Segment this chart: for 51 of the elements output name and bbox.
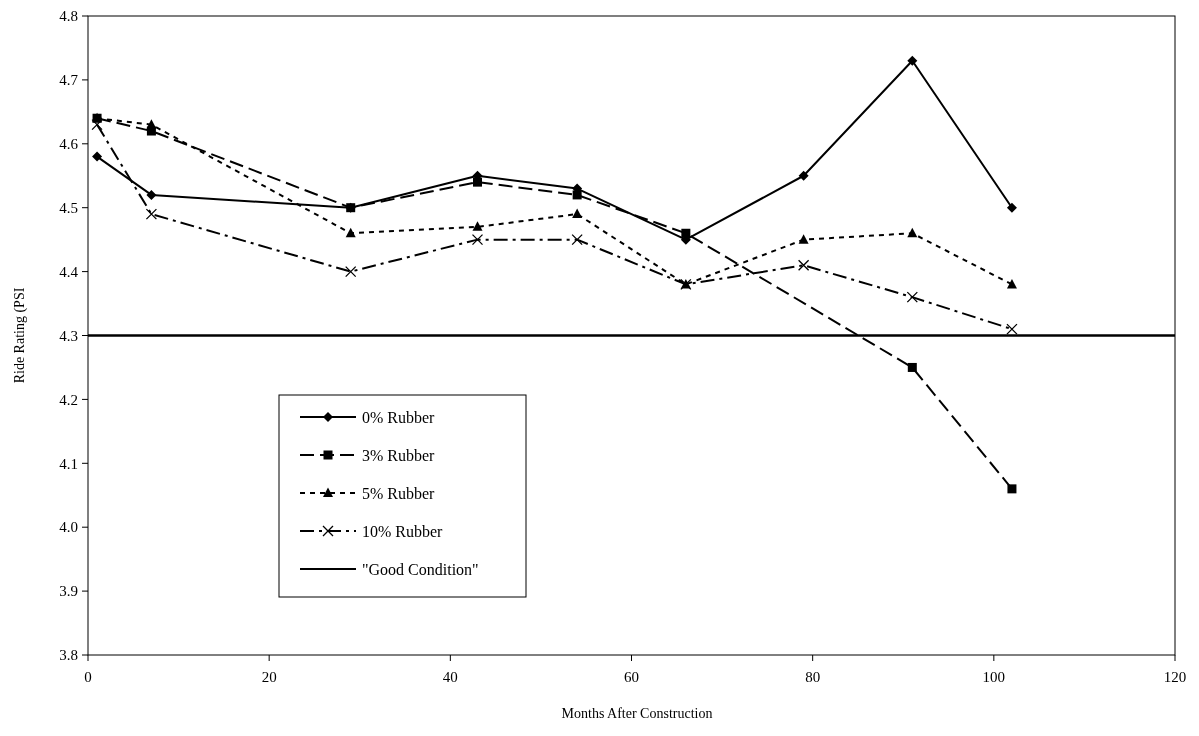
point: [681, 228, 691, 238]
point: [1006, 202, 1017, 213]
y-tick-label: 4.6: [59, 136, 79, 153]
point: [571, 234, 583, 246]
point: [345, 227, 356, 238]
point: [472, 221, 483, 231]
point: [346, 203, 356, 213]
y-tick-label: 3.9: [59, 583, 78, 600]
point: [906, 291, 918, 303]
point: [907, 227, 918, 238]
x-tick-label: 80: [805, 669, 821, 685]
point: [146, 119, 157, 129]
point: [572, 190, 582, 200]
legend-label: 0% Rubber: [362, 408, 436, 426]
point: [798, 170, 809, 181]
x-tick-label: 20: [261, 669, 277, 685]
x-tick-label: 60: [624, 669, 639, 685]
point: [572, 208, 583, 219]
x-tick-label: 40: [442, 669, 458, 685]
y-tick-label: 4.1: [59, 455, 78, 472]
y-axis-title: Ride Rating (PSI: [12, 287, 28, 384]
point: [907, 362, 917, 372]
point: [1006, 323, 1018, 335]
y-tick-label: 4.7: [59, 72, 79, 89]
point: [473, 177, 483, 187]
point: [345, 265, 357, 278]
x-tick-label: 120: [1163, 669, 1187, 685]
point: [798, 234, 809, 244]
x-axis-title: Months After Construction: [561, 706, 713, 721]
point: [145, 208, 158, 220]
point: [91, 118, 103, 131]
x-tick-label: 0: [84, 669, 92, 685]
y-tick-label: 4.4: [59, 263, 79, 280]
point: [907, 55, 918, 66]
legend-label: 5% Rubber: [362, 484, 436, 502]
y-tick-label: 4.2: [59, 391, 78, 408]
point: [92, 151, 103, 162]
legend-label: "Good Condition": [362, 560, 479, 578]
legend-label: 3% Rubber: [362, 446, 436, 464]
y-tick-label: 3.8: [59, 647, 78, 664]
y-tick-label: 4.0: [59, 519, 78, 536]
legend-label: 10% Rubber: [362, 522, 444, 540]
x-tick-label: 100: [982, 669, 1006, 685]
point: [471, 234, 484, 246]
point: [797, 259, 810, 271]
y-tick-label: 4.8: [59, 8, 78, 25]
y-tick-label: 4.3: [59, 327, 78, 344]
point: [1006, 278, 1017, 289]
point: [1007, 484, 1017, 494]
point: [146, 189, 157, 200]
y-tick-label: 4.5: [59, 199, 78, 216]
